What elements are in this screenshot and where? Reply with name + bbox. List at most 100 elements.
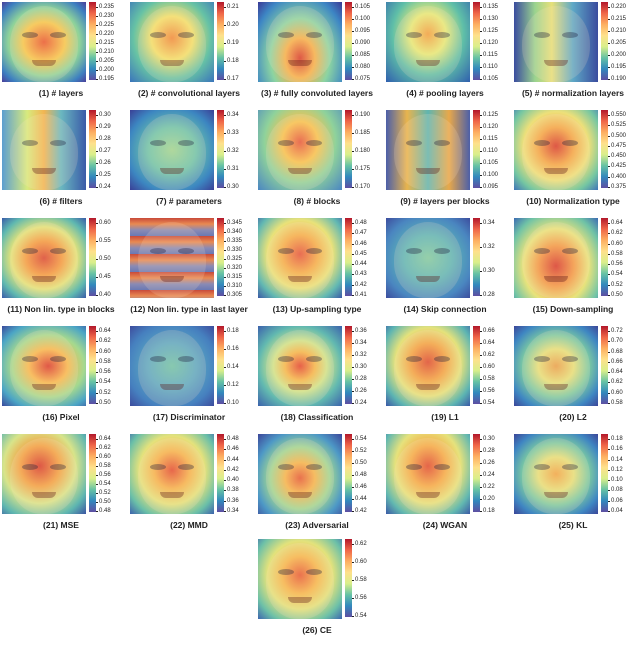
colorbar-tick-label: 0.14 <box>227 364 239 370</box>
colorbar <box>217 2 224 80</box>
colorbar-tick-label: 0.075 <box>355 76 371 82</box>
colorbar-tick-mark <box>224 223 226 224</box>
face-eye-shape <box>150 32 166 38</box>
colorbar-tick-mark <box>352 284 354 286</box>
face-mouth-shape <box>288 597 312 603</box>
face-eye-shape <box>50 32 66 38</box>
colorbar-tick-mark <box>224 187 226 188</box>
colorbar-tick-mark <box>608 469 610 471</box>
colorbar-tick-mark <box>608 43 610 44</box>
panel-caption: (26) CE <box>302 625 332 635</box>
panel-caption: (2) # convolutional layers <box>137 88 241 98</box>
face-face-shape <box>266 6 334 82</box>
heatmap-face-image <box>130 110 214 190</box>
colorbar-tick-label: 0.100 <box>483 172 499 178</box>
colorbar-tick-label: 0.44 <box>355 496 367 502</box>
heatmap-face-image <box>130 218 214 298</box>
face-face-shape <box>522 114 590 190</box>
colorbar-tick-label: 0.48 <box>355 220 367 226</box>
colorbar-tick-mark <box>224 459 226 461</box>
colorbar-tick-mark <box>352 253 354 255</box>
colorbar-tick-mark <box>608 187 610 188</box>
colorbar-tick-mark <box>352 403 354 404</box>
heatmap-panel: 0.60 0.55 0.50 0.45 0.40 (11) Non lin. type i… <box>0 216 128 324</box>
colorbar-tick-mark <box>224 469 226 471</box>
colorbar-tick-label: 0.26 <box>99 160 111 166</box>
colorbar-tick-label: 0.72 <box>611 328 623 334</box>
face-eye-shape <box>534 32 550 38</box>
colorbar-tick-mark <box>352 233 354 235</box>
colorbar-tick-label: 0.56 <box>611 261 623 268</box>
colorbar-tick-label: 0.190 <box>355 112 371 118</box>
heatmap-face-image <box>2 218 86 298</box>
heatmap-face-image <box>258 2 342 82</box>
colorbar-tick-mark <box>608 31 610 32</box>
colorbar-tick-label: 0.62 <box>611 230 623 237</box>
colorbar-tick-label: 0.210 <box>611 28 627 34</box>
colorbar-tick-mark <box>224 250 226 251</box>
face-mouth-shape <box>544 168 568 174</box>
colorbar <box>89 218 96 296</box>
colorbar-tick-label: 0.25 <box>99 172 111 178</box>
face-eye-shape <box>562 248 578 254</box>
colorbar-tick-mark <box>224 25 226 26</box>
colorbar-tick-label: 0.180 <box>355 148 371 154</box>
colorbar-tick-mark <box>96 502 98 503</box>
heatmap-panel: 0.125 0.120 0.115 0.110 0.105 0.100 0.095 (9) #… <box>384 108 512 216</box>
colorbar-tick-label: 0.125 <box>483 28 499 34</box>
colorbar-tick-mark <box>480 379 482 380</box>
colorbar-tick-label: 0.205 <box>99 58 115 64</box>
colorbar-tick-label: 0.06 <box>611 497 623 504</box>
colorbar-tick-label: 0.16 <box>227 346 239 352</box>
colorbar-tick-mark <box>352 439 354 440</box>
heatmap-panel: 0.21 0.20 0.19 0.18 0.17 (2) # convolutional … <box>128 0 256 108</box>
face-eye-shape <box>278 32 294 38</box>
colorbar-tick-mark <box>480 139 482 140</box>
heatmap-face-image <box>130 2 214 82</box>
heatmap-face-image <box>258 539 342 619</box>
colorbar-tick-label: 0.66 <box>483 328 495 334</box>
colorbar-tick-label: 0.27 <box>99 148 111 154</box>
colorbar-tick-mark <box>96 361 98 363</box>
face-eye-shape <box>178 32 194 38</box>
colorbar-tick-mark <box>608 331 610 332</box>
colorbar-tick-label: 0.62 <box>483 352 495 358</box>
colorbar-tick-mark <box>224 79 226 80</box>
colorbar-tick-mark <box>352 115 354 116</box>
colorbar-tick-label: 0.44 <box>227 456 239 463</box>
heatmap-panel: 0.34 0.32 0.30 0.28 (14) Skip connection <box>384 216 512 324</box>
colorbar-tick-label: 0.40 <box>227 477 239 484</box>
heatmap-panel: 0.48 0.47 0.46 0.45 0.44 0.43 0.42 0.41 (13) Up-… <box>256 216 384 324</box>
colorbar-tick-mark <box>608 500 610 502</box>
face-mouth-shape <box>416 384 440 390</box>
colorbar-tick-label: 0.230 <box>99 13 115 19</box>
face-eye-shape <box>50 248 66 254</box>
face-face-shape <box>138 438 206 514</box>
colorbar <box>473 218 480 296</box>
face-eye-shape <box>178 464 194 470</box>
colorbar-tick-mark <box>352 451 354 452</box>
face-mouth-shape <box>416 276 440 282</box>
colorbar-tick-label: 0.345 <box>227 220 243 226</box>
heatmap-panel: 0.30 0.29 0.28 0.27 0.26 0.25 0.24 (6) # filter… <box>0 108 128 216</box>
colorbar-tick-label: 0.080 <box>355 64 371 70</box>
colorbar-tick-label: 0.325 <box>227 256 243 262</box>
colorbar-tick-label: 0.095 <box>355 28 371 34</box>
colorbar-tick-label: 0.28 <box>483 448 495 454</box>
colorbar-tick-label: 0.120 <box>483 40 499 46</box>
colorbar-tick-mark <box>352 169 354 170</box>
face-mouth-shape <box>32 60 56 66</box>
face-mouth-shape <box>160 492 184 498</box>
panel-caption: (5) # normalization layers <box>521 88 625 98</box>
colorbar-tick-label: 0.10 <box>227 400 239 406</box>
colorbar-tick-mark <box>96 241 98 242</box>
colorbar-tick-mark <box>480 163 482 164</box>
colorbar-tick-mark <box>224 331 226 332</box>
colorbar-tick-mark <box>224 439 226 440</box>
colorbar-tick-mark <box>352 343 354 344</box>
colorbar-tick-mark <box>480 31 482 32</box>
colorbar <box>601 110 608 188</box>
heatmap-panel: 0.345 0.340 0.335 0.330 0.325 0.320 0.315 0.310… <box>128 216 256 324</box>
colorbar <box>473 2 480 80</box>
panel-caption: (23) Adversarial <box>285 520 349 530</box>
